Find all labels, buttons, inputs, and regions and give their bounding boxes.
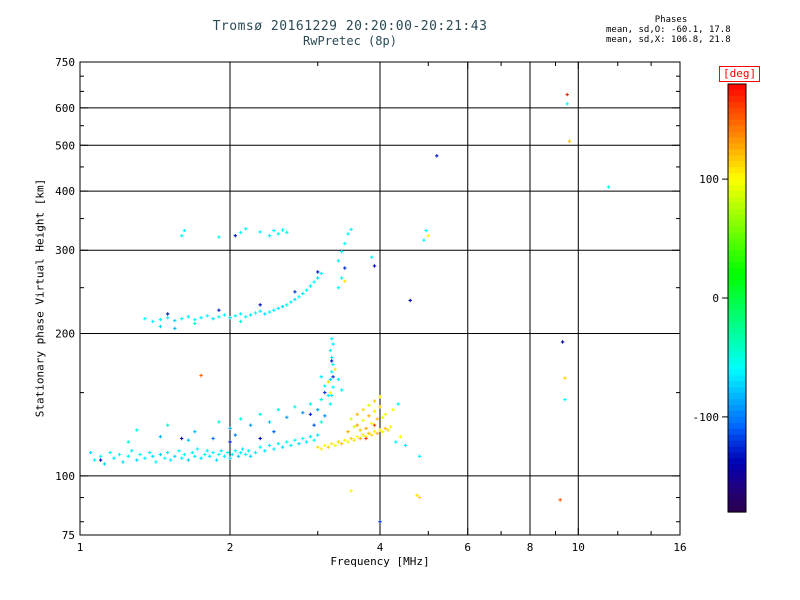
svg-text:100: 100 xyxy=(55,470,75,483)
page-title: Tromsø 20161229 20:20:00-20:21:43 xyxy=(212,19,488,34)
scatter-points xyxy=(88,92,611,524)
x-axis-label: Frequency [MHz] xyxy=(330,555,430,568)
svg-text:8: 8 xyxy=(527,541,534,554)
colorbar-units-label: [deg] xyxy=(719,66,761,82)
svg-text:2: 2 xyxy=(227,541,234,554)
svg-text:-100: -100 xyxy=(693,411,720,424)
svg-text:10: 10 xyxy=(572,541,585,554)
svg-text:600: 600 xyxy=(55,102,75,115)
phases-heading: Phases xyxy=(654,15,688,25)
gridlines xyxy=(80,62,680,535)
svg-text:75: 75 xyxy=(62,529,75,542)
y-axis-label: Stationary phase Virtual Height [km] xyxy=(33,178,47,418)
svg-text:1: 1 xyxy=(77,541,84,554)
svg-text:4: 4 xyxy=(377,541,384,554)
phases-mean-sd-x: mean, sd,X: 106.8, 21.8 xyxy=(606,35,731,45)
svg-text:500: 500 xyxy=(55,139,75,152)
svg-text:16: 16 xyxy=(673,541,686,554)
svg-text:100: 100 xyxy=(699,173,719,186)
phases-summary: Phases mean, sd,O: -60.1, 17.8 mean, sd,… xyxy=(606,15,766,45)
svg-text:400: 400 xyxy=(55,185,75,198)
axes: 1 2 4 6 8 10 16 75 100 200 300 400 500 600 750 xyxy=(55,56,687,554)
svg-text:750: 750 xyxy=(55,56,75,69)
page-subtitle: RwPretec (8p) xyxy=(303,34,397,48)
svg-text:0: 0 xyxy=(712,292,719,305)
svg-text:200: 200 xyxy=(55,328,75,341)
svg-text:300: 300 xyxy=(55,244,75,257)
svg-text:6: 6 xyxy=(464,541,471,554)
colorbar: 100 0 -100 xyxy=(693,83,747,513)
phases-mean-sd-o: mean, sd,O: -60.1, 17.8 xyxy=(606,25,731,35)
